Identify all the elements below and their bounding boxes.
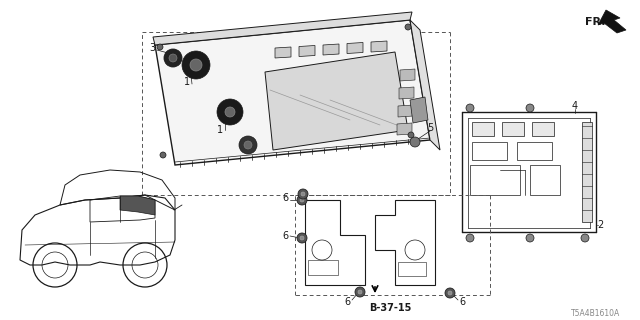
Circle shape [300,198,304,202]
Text: 4: 4 [572,101,578,111]
Text: 1: 1 [217,125,223,135]
Bar [308,260,338,275]
Circle shape [239,136,257,154]
Polygon shape [410,20,440,150]
Polygon shape [299,45,315,57]
Polygon shape [397,123,412,135]
Bar [530,165,560,195]
Text: FR.: FR. [585,17,605,27]
Circle shape [526,234,534,242]
Circle shape [448,291,452,295]
Circle shape [182,51,210,79]
Circle shape [466,104,474,112]
Polygon shape [275,47,291,58]
Bar [472,142,507,160]
Polygon shape [398,105,413,117]
Polygon shape [598,10,626,33]
Circle shape [445,288,455,298]
Circle shape [164,49,182,67]
Text: T5A4B1610A: T5A4B1610A [571,309,620,318]
Circle shape [355,287,365,297]
Circle shape [244,141,252,149]
Text: 6: 6 [459,297,465,307]
Polygon shape [410,97,428,123]
Polygon shape [265,52,408,150]
Polygon shape [399,87,414,99]
Polygon shape [371,41,387,52]
Circle shape [408,132,414,138]
Circle shape [410,137,420,147]
Polygon shape [400,69,415,81]
Text: 2: 2 [597,220,603,230]
Polygon shape [155,20,430,165]
Text: 5: 5 [427,123,433,133]
Circle shape [217,99,243,125]
Circle shape [160,152,166,158]
Bar [582,122,592,222]
Text: 1: 1 [184,77,190,87]
Text: 3: 3 [149,43,155,53]
Polygon shape [323,44,339,55]
Bar [472,122,494,136]
Text: 6: 6 [344,297,350,307]
Bar [398,262,426,276]
Bar [532,122,554,136]
Circle shape [157,44,163,50]
Circle shape [358,290,362,294]
Text: B-37-15: B-37-15 [369,303,411,313]
Circle shape [526,104,534,112]
Text: 6: 6 [282,193,288,203]
Circle shape [169,54,177,62]
Bar [502,122,524,136]
Circle shape [300,236,304,240]
Polygon shape [120,196,155,215]
Circle shape [298,189,308,199]
Circle shape [405,24,411,30]
Circle shape [297,233,307,243]
Circle shape [297,195,307,205]
Circle shape [190,59,202,71]
Circle shape [466,234,474,242]
Circle shape [225,107,235,117]
Circle shape [581,234,589,242]
Bar [517,142,552,160]
Polygon shape [347,43,363,53]
Polygon shape [153,12,412,45]
Text: 6: 6 [282,231,288,241]
Bar [470,165,520,195]
Circle shape [301,192,305,196]
